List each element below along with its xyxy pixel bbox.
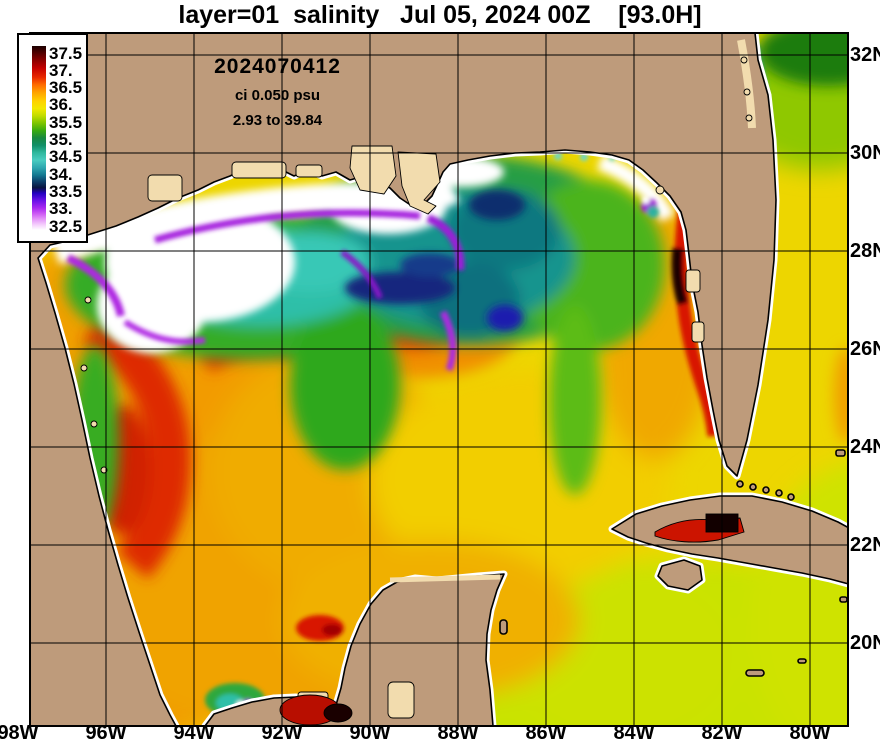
y-tick-label: 20N (850, 632, 880, 654)
y-tick-label: 32N (850, 44, 880, 66)
x-tick-label: 96W (85, 722, 127, 743)
colorbar-legend: 37.5 37. 36.5 36. 35.5 35. 34.5 34. 33.5 33. 32.5 (17, 33, 88, 243)
x-tick-label: 82W (701, 722, 743, 743)
colorbar-tick: 33.5 (49, 181, 83, 201)
x-tick-label: 98W (0, 722, 39, 743)
colorbar-tick: 37. (49, 60, 73, 80)
value-range: 2.93 to 39.84 (232, 112, 323, 129)
graticule-lines (30, 33, 848, 726)
contour-interval: ci 0.050 psu (234, 87, 321, 104)
y-tick-label: 22N (850, 534, 880, 556)
map-border (29, 32, 849, 727)
annotation-block: 2024070412 ci 0.050 psu 2.93 to 39.84 (160, 55, 395, 128)
x-tick-label: 86W (525, 722, 567, 743)
colorbar-tick: 34. (49, 164, 73, 184)
colorbar-tick: 32.5 (49, 216, 83, 236)
colorbar-tick: 36. (49, 95, 73, 115)
x-tick-label: 88W (437, 722, 479, 743)
colorbar-tick: 33. (49, 199, 73, 219)
colorbar-tick: 35. (49, 130, 73, 149)
x-tick-label: 84W (613, 722, 655, 743)
x-tick-label: 90W (349, 722, 391, 743)
x-tick-label: 80W (789, 722, 831, 743)
x-tick-label: 94W (173, 722, 215, 743)
colorbar-tick: 34.5 (49, 147, 83, 167)
y-tick-label: 28N (850, 240, 880, 262)
x-tick-label: 92W (261, 722, 303, 743)
y-tick-label: 26N (850, 338, 880, 360)
colorbar-tick: 37.5 (49, 43, 83, 63)
colorbar-gradient (32, 46, 46, 230)
y-tick-label: 24N (850, 436, 880, 458)
colorbar-tick: 35.5 (49, 112, 83, 132)
colorbar-tick: 36.5 (49, 78, 83, 98)
run-id: 2024070412 (214, 55, 341, 78)
figure-title: layer=01 salinity Jul 05, 2024 00Z [93.0… (178, 1, 702, 29)
y-tick-label: 30N (850, 142, 880, 164)
